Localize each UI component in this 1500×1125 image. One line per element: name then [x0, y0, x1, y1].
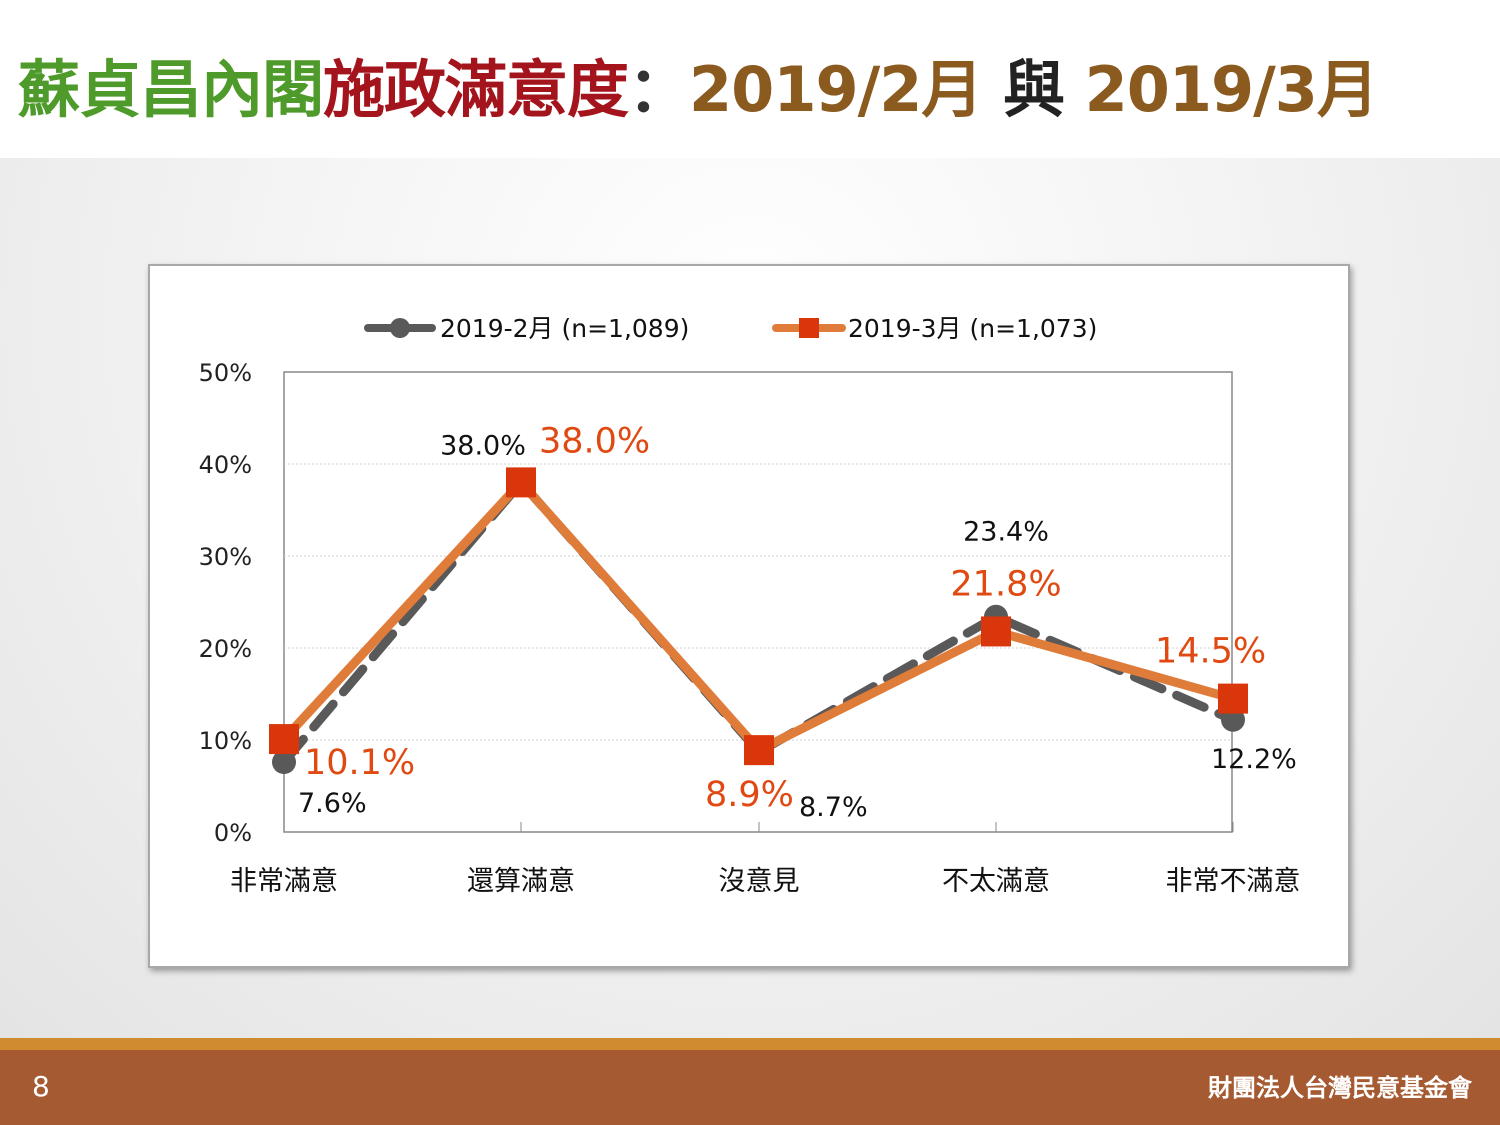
legend-feb-swatch-marker: [390, 318, 410, 338]
title-period-1: 2019/2月: [689, 53, 983, 126]
title-period-2: 2019/3月: [1084, 53, 1379, 126]
x-tick-label: 還算滿意: [467, 866, 575, 897]
x-tick-label: 不太滿意: [942, 866, 1050, 897]
y-tick-label: 0%: [214, 819, 252, 847]
data-label-feb: 23.4%: [963, 517, 1049, 548]
footer-bar: 8 財團法人台灣民意基金會: [0, 1050, 1500, 1125]
page-number: 8: [32, 1070, 50, 1103]
series-mar-marker: [269, 724, 299, 755]
data-label-mar: 21.8%: [950, 564, 1061, 604]
data-label-mar: 8.9%: [705, 775, 794, 815]
data-label-mar: 14.5%: [1155, 632, 1266, 672]
legend-mar-label: 2019-3月 (n=1,073): [848, 314, 1097, 343]
page-title: 蘇貞昌內閣施政滿意度：2019/2月 與 2019/3月: [18, 50, 1379, 130]
data-label-mar: 10.1%: [304, 743, 415, 783]
y-tick-label: 50%: [199, 359, 252, 387]
series-mar-marker: [981, 616, 1011, 647]
y-tick-label: 10%: [199, 727, 252, 755]
data-label-feb: 12.2%: [1211, 744, 1297, 775]
series-feb-marker: [1221, 707, 1245, 732]
legend-feb-label: 2019-2月 (n=1,089): [440, 314, 689, 343]
series-mar-marker: [1218, 683, 1248, 714]
data-label-feb: 7.6%: [298, 788, 367, 819]
series-mar-marker: [506, 467, 536, 498]
x-tick-label: 沒意見: [719, 866, 800, 897]
title-conjunction: 與: [982, 53, 1085, 126]
title-bar: 蘇貞昌內閣施政滿意度：2019/2月 與 2019/3月: [0, 0, 1500, 158]
data-label-feb: 38.0%: [440, 430, 526, 461]
data-label-feb: 8.7%: [799, 792, 868, 823]
title-separator: ：: [628, 53, 690, 126]
title-topic: 施政滿意度: [323, 53, 629, 126]
footer-stripe: [0, 1038, 1500, 1050]
title-cabinet: 蘇貞昌內閣: [18, 53, 324, 126]
data-label-mar: 38.0%: [539, 421, 650, 461]
series-mar-marker: [744, 735, 774, 766]
x-tick-label: 非常滿意: [230, 866, 338, 897]
chart-frame: 0% 10% 20% 30% 40% 50% 非常滿意 還算滿意 沒意見 不太滿意 非常不滿意 7.6…: [148, 264, 1350, 968]
y-tick-label: 40%: [199, 451, 252, 479]
series-feb-marker: [272, 750, 296, 775]
organization-name: 財團法人台灣民意基金會: [1208, 1074, 1472, 1102]
legend-mar-swatch-marker: [799, 318, 819, 338]
y-tick-label: 30%: [199, 543, 252, 571]
line-chart: 0% 10% 20% 30% 40% 50% 非常滿意 還算滿意 沒意見 不太滿意 非常不滿意 7.6…: [199, 314, 1301, 897]
x-tick-label: 非常不滿意: [1166, 866, 1301, 897]
y-tick-label: 20%: [199, 635, 252, 663]
